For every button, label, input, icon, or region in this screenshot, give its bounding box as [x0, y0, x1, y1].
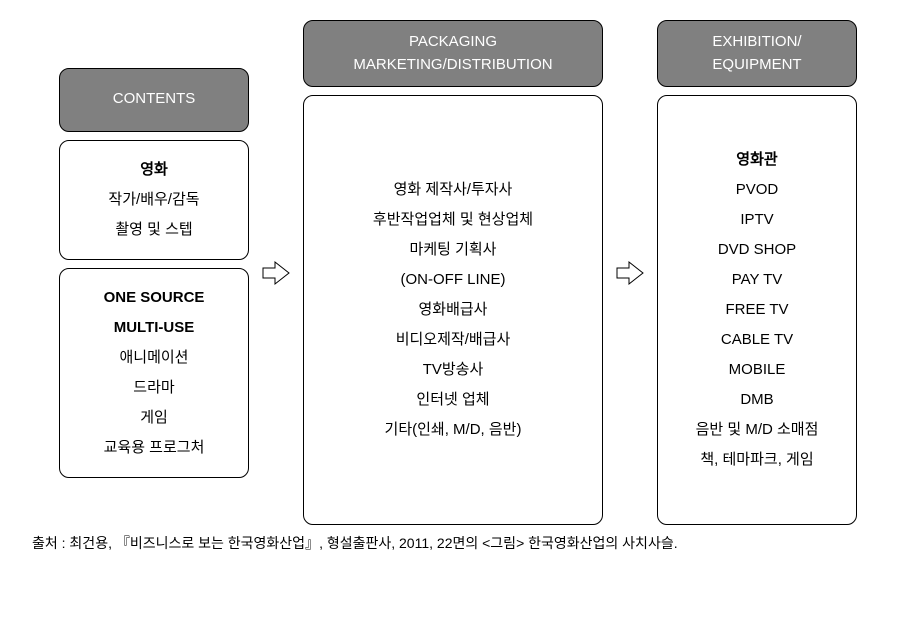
box-line: 책, 테마파크, 게임	[668, 445, 846, 475]
box-line: 교육용 프로그처	[70, 433, 238, 463]
arrow-right-1	[257, 258, 295, 288]
box-line: 인터넷 업체	[314, 385, 592, 415]
box-line: (ON-OFF LINE)	[314, 265, 592, 295]
box-line: 영화 제작사/투자사	[314, 175, 592, 205]
box-line: 촬영 및 스텝	[70, 215, 238, 245]
header-exhibition: EXHIBITION/ EQUIPMENT	[657, 20, 857, 87]
box-contents-osmu: ONE SOURCE MULTI-USE 애니메이션 드라마 게임 교육용 프로…	[59, 268, 249, 478]
header-line: PACKAGING	[312, 31, 594, 54]
arrow-right-2	[611, 258, 649, 288]
box-line: PAY TV	[668, 265, 846, 295]
arrow-right-icon	[261, 258, 291, 288]
box-line: 영화배급사	[314, 295, 592, 325]
box-line: 비디오제작/배급사	[314, 325, 592, 355]
box-line: TV방송사	[314, 355, 592, 385]
header-contents: CONTENTS	[59, 68, 249, 132]
box-line: 드라마	[70, 373, 238, 403]
box-line: 기타(인쇄, M/D, 음반)	[314, 415, 592, 445]
header-line: MARKETING/DISTRIBUTION	[312, 54, 594, 77]
box-line: CABLE TV	[668, 325, 846, 355]
header-packaging: PACKAGING MARKETING/DISTRIBUTION	[303, 20, 603, 87]
arrow-right-icon	[615, 258, 645, 288]
box-line: 음반 및 M/D 소매점	[668, 415, 846, 445]
box-line: MOBILE	[668, 355, 846, 385]
box-line: FREE TV	[668, 295, 846, 325]
header-line: CONTENTS	[68, 88, 240, 111]
box-line: ONE SOURCE	[70, 283, 238, 313]
box-line: 후반작업업체 및 현상업체	[314, 205, 592, 235]
box-line: 게임	[70, 403, 238, 433]
header-line: EQUIPMENT	[666, 54, 848, 77]
box-line: 마케팅 기획사	[314, 235, 592, 265]
box-packaging: 영화 제작사/투자사 후반작업업체 및 현상업체 마케팅 기획사 (ON-OFF…	[303, 95, 603, 525]
box-line: 애니메이션	[70, 343, 238, 373]
box-line: 영화	[70, 155, 238, 185]
header-line: EXHIBITION/	[666, 31, 848, 54]
box-line: DVD SHOP	[668, 235, 846, 265]
column-exhibition: EXHIBITION/ EQUIPMENT 영화관 PVOD IPTV DVD …	[657, 20, 857, 525]
box-exhibition: 영화관 PVOD IPTV DVD SHOP PAY TV FREE TV CA…	[657, 95, 857, 525]
box-line: MULTI-USE	[70, 313, 238, 343]
box-line: IPTV	[668, 205, 846, 235]
value-chain-diagram: CONTENTS 영화 작가/배우/감독 촬영 및 스텝 ONE SOURCE …	[20, 20, 896, 525]
box-contents-film: 영화 작가/배우/감독 촬영 및 스텝	[59, 140, 249, 260]
box-line: PVOD	[668, 175, 846, 205]
box-line: DMB	[668, 385, 846, 415]
column-packaging: PACKAGING MARKETING/DISTRIBUTION 영화 제작사/…	[303, 20, 603, 525]
column-contents: CONTENTS 영화 작가/배우/감독 촬영 및 스텝 ONE SOURCE …	[59, 68, 249, 478]
box-line: 영화관	[668, 145, 846, 175]
source-citation: 출처 : 최건용, 『비즈니스로 보는 한국영화산업』, 형설출판사, 2011…	[20, 533, 896, 553]
box-line: 작가/배우/감독	[70, 185, 238, 215]
